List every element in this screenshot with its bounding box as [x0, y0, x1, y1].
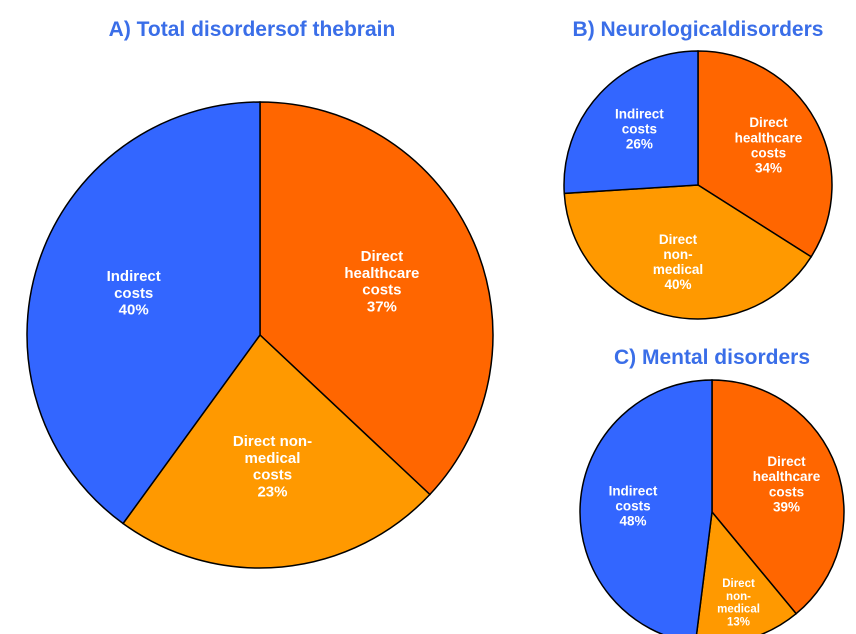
chart-title: C) Mental disorders: [614, 346, 810, 369]
slice-label: costs: [769, 484, 804, 499]
slice-label: Indirect: [107, 268, 161, 285]
slice-label: healthcare: [753, 469, 821, 484]
slice-label: Indirect: [609, 483, 658, 498]
pie-slice: [121, 333, 431, 569]
slice-label: costs: [362, 282, 401, 299]
value-label: 40%: [664, 277, 691, 292]
pie-slice: [259, 101, 494, 496]
slice-label: Indirect: [615, 106, 664, 121]
slice-label: costs: [114, 285, 153, 302]
slice-label: costs: [751, 145, 786, 160]
value-label: 48%: [619, 514, 646, 529]
slice-label: Direct: [659, 232, 698, 247]
slice-label: medical: [245, 450, 301, 467]
pie-slice: [711, 379, 845, 615]
chart-title: A) Total disordersof thebrain: [109, 18, 396, 41]
value-label: 34%: [755, 161, 782, 176]
slice-label: Direct: [722, 578, 755, 590]
slice-label: medical: [717, 604, 760, 616]
value-label: 13%: [727, 617, 750, 629]
slice-label: costs: [615, 499, 650, 514]
pie-slice: [563, 50, 699, 195]
value-label: 37%: [367, 298, 397, 315]
chart-title: B) Neurologicaldisorders: [573, 18, 824, 41]
pie-slice: [579, 379, 713, 634]
slice-label: costs: [622, 122, 657, 137]
pie-slice: [563, 184, 813, 320]
value-label: 26%: [626, 137, 653, 152]
slice-label: Direct: [767, 454, 806, 469]
slice-label: costs: [253, 467, 292, 484]
value-label: 40%: [119, 302, 149, 319]
value-label: 39%: [773, 499, 800, 514]
slice-label: healthcare: [735, 130, 803, 145]
slice-label: Direct: [749, 115, 788, 130]
pie-slice: [697, 50, 833, 258]
pie-slice: [26, 101, 261, 525]
slice-label: non-: [663, 247, 692, 262]
value-label: 23%: [257, 483, 287, 500]
slice-label: Direct non-: [233, 433, 312, 450]
slice-label: non-: [726, 591, 751, 603]
pie-slice: [695, 510, 798, 634]
slice-label: healthcare: [344, 265, 419, 282]
slice-label: medical: [653, 262, 703, 277]
slice-label: Direct: [361, 248, 404, 265]
